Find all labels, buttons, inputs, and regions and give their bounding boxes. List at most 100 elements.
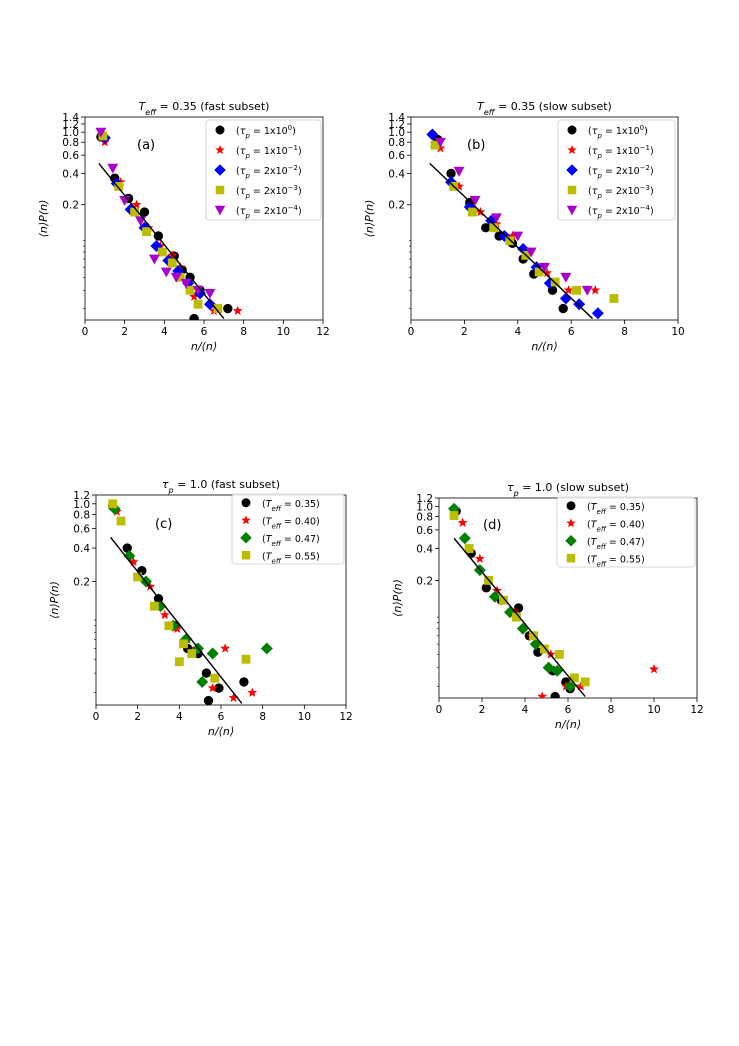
legend-label: (τp = 1x10−1)	[588, 144, 654, 160]
y-tick-label: 0.2	[73, 577, 90, 589]
x-axis-label: n/⟨n⟩	[191, 340, 217, 353]
y-tick-label: 0.6	[73, 523, 90, 535]
legend: (Teff = 0.35) (Teff = 0.40) (Teff = 0.47) (…	[231, 493, 345, 565]
y-tick-label: 1.2	[388, 119, 405, 131]
panel-b-chart: Teff = 0.35 (slow subset) 0 2 4 6 8 10 0.2 0.4 0.…	[363, 100, 685, 353]
x-tick-label: 0	[93, 711, 100, 723]
data-point: (T_eff=0.55): (7.2, 0.04)	[241, 654, 251, 664]
legend-label: (Teff = 0.40)	[262, 516, 320, 530]
data-point: (τp=1x10^-1): (3.8, 0.1)	[507, 230, 518, 241]
legend-label: (τp = 2x10−4)	[236, 204, 302, 220]
data-point: (τp=1x10^0): (1.5, 0.4)	[446, 168, 456, 179]
data-point: (T_eff=0.40): (3.9, 0.075)	[172, 623, 183, 634]
series-circle: (T_eff=0.35): (0.8, 0.95)(T_eff=0.35): (…	[107, 501, 249, 705]
data-point: (τp=1x10^-1): (1.1, 0.7)	[435, 143, 446, 153]
data-point: (τp=2x10^-3): (0.9, 0.75)	[430, 140, 440, 150]
data-point: (T_eff=0.55): (6.3, 0.024)	[570, 673, 579, 683]
legend-marker	[567, 125, 577, 135]
x-tick-label: 12	[316, 326, 329, 338]
data-point: (T_eff=0.55): (3, 0.13)	[499, 595, 508, 605]
legend-label: (Teff = 0.55)	[587, 554, 645, 568]
data-point: (T_eff=0.55): (5.7, 0.027)	[210, 673, 220, 683]
data-point: (τp=2x10^-3): (6.7, 0.02)	[213, 304, 223, 313]
panel-a-chart: Teff = 0.35 (fast subset) 0 2 4 6 8 10 12 0.2 0.4…	[37, 100, 330, 353]
legend-label: (τp = 2x10−2)	[588, 164, 654, 180]
data-point: (T_eff=0.47): (2.6, 0.14)	[488, 590, 501, 603]
data-point: (τp=2x10^-2): (2.2, 0.19)	[463, 201, 476, 214]
data-point: (T_eff=0.55): (5.6, 0.04)	[554, 649, 564, 659]
x-axis-label: n/⟨n⟩	[555, 718, 581, 731]
y-axis-label: ⟨n⟩P(n)	[391, 579, 404, 617]
legend-marker	[566, 554, 576, 563]
data-point: (T_eff=0.55): (1.4, 0.4)	[464, 544, 474, 553]
chart-title: τp = 1.0 (slow subset)	[507, 481, 629, 498]
data-point: (τp=2x10^-2): (3.5, 0.1)	[498, 229, 511, 242]
legend-label: (τp = 1x100)	[588, 124, 648, 140]
x-tick-label: 6	[568, 326, 575, 338]
y-tick-label: 0.6	[62, 150, 79, 162]
plot-area: (τp=1x10^0): (1, 0.85)(τp=1x10^0): (1.5,…	[426, 128, 619, 320]
x-tick-label: 8	[259, 711, 266, 723]
x-axis-label: n/⟨n⟩	[208, 725, 234, 738]
data-point: (T_eff=0.40): (6.6, 0.018)	[228, 692, 239, 702]
data-point: (τp=2x10^-4): (5.1, 0.035)	[180, 278, 192, 289]
data-point: (T_eff=0.35): (5.4, 0.016)	[550, 691, 560, 698]
y-tick-label: 1.0	[62, 127, 79, 139]
y-tick-label: 1.4	[388, 112, 405, 124]
data-point: (τp=1x10^-1): (4.8, 0.05)	[175, 262, 186, 272]
x-tick-label: 4	[522, 704, 529, 716]
x-tick-label: 8	[240, 326, 247, 338]
plot-area: (τp=1x10^0): (0.8, 0.9)(τp=1x10^0): (1.5…	[95, 127, 243, 320]
data-point: (τp=2x10^-4): (5.8, 0.04)	[560, 272, 572, 283]
data-point: (τp=1x10^0): (2.8, 0.12)	[481, 223, 491, 233]
series-square: (T_eff=0.55): (0.8, 1) (T_eff=0.55): (1.2…	[108, 499, 251, 683]
data-point: (T_eff=0.55): (3.6, 0.09)	[511, 612, 521, 622]
fit-line	[110, 536, 243, 704]
chart-title: Teff = 0.35 (fast subset)	[139, 100, 270, 117]
legend-box	[205, 119, 322, 221]
data-point: (T_eff=0.55): (6.8, 0.022)	[580, 677, 590, 687]
data-point: (τp=2x10^-4): (4, 0.1)	[512, 231, 524, 242]
y-tick-label: 0.6	[388, 150, 405, 162]
y-axis-label: ⟨n⟩P(n)	[48, 581, 61, 619]
legend-label: (τp = 1x100)	[236, 124, 296, 140]
data-point: (τp=1x10^-1): (1.8, 0.3)	[454, 181, 465, 191]
legend-box	[556, 496, 696, 568]
data-point: (τp=2x10^-3): (2.5, 0.17)	[130, 207, 140, 217]
y-tick-label: 1.0	[416, 501, 433, 513]
series-triangle-down: (τp=2x10^-4): (1.1, 0.8) (τp=2x10^-4): (1…	[434, 137, 593, 296]
data-point: (τp=2x10^-4): (3.2, 0.15)	[490, 213, 502, 224]
legend-marker	[565, 535, 577, 547]
data-point: (T_eff=0.55): (1.2, 0.7)	[116, 516, 126, 526]
legend-marker	[567, 145, 577, 155]
data-point: (T_eff=0.40): (1.8, 0.3)	[128, 556, 139, 567]
data-point: (τp=2x10^-3): (5.3, 0.03)	[185, 285, 195, 295]
y-tick-label: 0.2	[62, 200, 79, 212]
data-point: (T_eff=0.40): (5.6, 0.022)	[207, 682, 218, 693]
data-point: (τp=2x10^-3): (0.9, 0.92)	[98, 131, 108, 141]
data-point: (τp=2x10^-3): (5.7, 0.022)	[193, 299, 203, 309]
y-tick-label: 1.4	[62, 112, 79, 124]
data-point: (T_eff=0.40): (10, 0.029)	[649, 663, 659, 674]
data-point: (τp=1x10^0): (7.2, 0.02)	[223, 303, 233, 314]
data-point: (τp=2x10^-2): (6.3, 0.022)	[203, 298, 216, 311]
x-axis-label: n/⟨n⟩	[531, 340, 557, 353]
y-tick-label: 0.6	[416, 525, 433, 537]
x-tick-label: 0	[436, 704, 443, 716]
x-tick-label: 6	[218, 711, 225, 723]
x-tick-label: 4	[161, 326, 168, 338]
x-tick-label: 0	[408, 326, 415, 338]
data-point: (T_eff=0.47): (5.5, 0.028)	[551, 664, 564, 677]
data-point: (T_eff=0.47): (8.2, 0.05)	[260, 642, 273, 655]
data-point: (T_eff=0.40): (4.8, 0.016)	[537, 691, 548, 698]
legend-label: (τp = 2x10−3)	[236, 184, 302, 200]
data-point: (T_eff=0.40): (5.2, 0.04)	[545, 649, 556, 659]
data-point: (τp=2x10^-3): (3.1, 0.12)	[489, 223, 499, 233]
y-tick-label: 0.8	[388, 137, 405, 149]
legend-marker	[214, 164, 226, 176]
y-tick-label: 0.8	[416, 512, 433, 524]
legend-label: (Teff = 0.47)	[262, 534, 320, 548]
legend-label: (τp = 2x10−2)	[236, 164, 302, 180]
data-point: (T_eff=0.40): (2.6, 0.18)	[145, 581, 156, 591]
